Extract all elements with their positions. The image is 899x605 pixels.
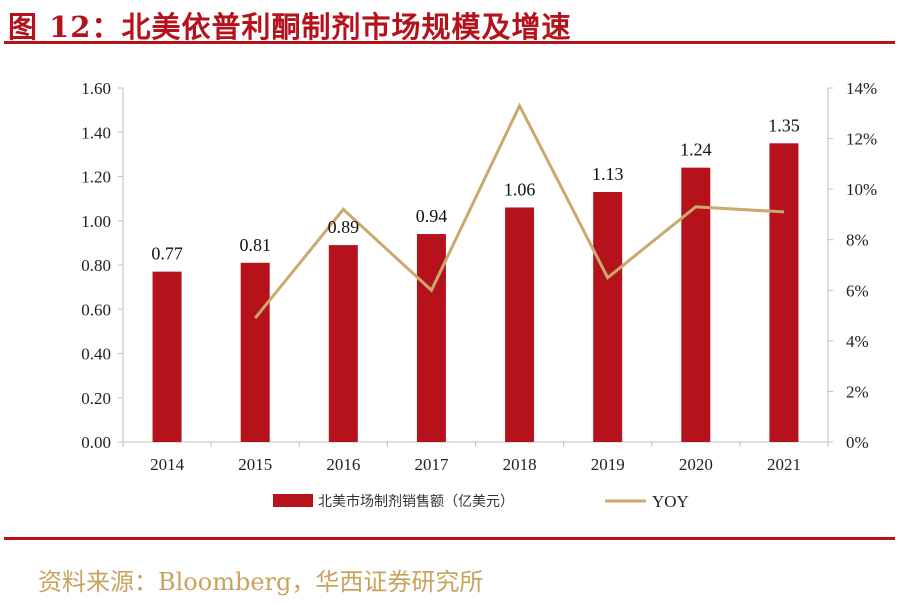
y-tick-label: 1.20 xyxy=(81,168,111,187)
x-tick-label: 2020 xyxy=(679,455,713,474)
x-tick-label: 2016 xyxy=(326,455,360,474)
y2-tick-label: 4% xyxy=(846,332,869,351)
x-tick-label: 2021 xyxy=(767,455,801,474)
line-series xyxy=(254,102,785,320)
title-divider xyxy=(4,41,895,44)
legend: 北美市场制剂销售额（亿美元） YOY xyxy=(273,492,689,511)
bar xyxy=(505,207,535,442)
x-tick-label: 2017 xyxy=(414,455,449,474)
bar-data-label: 1.06 xyxy=(504,179,536,199)
source-note: 资料来源：Bloomberg，华西证券研究所 xyxy=(38,568,484,596)
bar xyxy=(240,262,270,442)
bar xyxy=(416,234,446,442)
bar xyxy=(328,245,358,442)
y2-tick-label: 2% xyxy=(846,382,869,401)
x-tick-label: 2019 xyxy=(591,455,625,474)
bar-data-label: 1.35 xyxy=(768,115,800,135)
y-tick-label: 0.40 xyxy=(81,345,111,364)
bar-data-label: 1.24 xyxy=(680,140,712,160)
legend-label-bar: 北美市场制剂销售额（亿美元） xyxy=(318,493,514,510)
bar-data-label: 0.89 xyxy=(328,217,360,237)
legend-swatch-bar xyxy=(273,494,313,507)
x-tick-label: 2014 xyxy=(150,455,185,474)
y2-tick-label: 0% xyxy=(846,433,869,452)
y2-tick-label: 12% xyxy=(846,130,877,149)
y-tick-label: 0.20 xyxy=(81,389,111,408)
y-tick-label: 1.00 xyxy=(81,212,111,231)
axes: 0.00 0.20 0.40 0.60 0.80 1.00 1.20 1.40 1.60 0% 2%… xyxy=(81,79,877,474)
y2-tick-label: 10% xyxy=(846,180,877,199)
bar-series xyxy=(152,143,799,442)
y-tick-label: 1.60 xyxy=(81,79,111,98)
y-tick-label: 0.00 xyxy=(81,433,111,452)
bar-data-label: 1.13 xyxy=(592,164,624,184)
data-labels: 0.77 0.81 0.89 0.94 1.06 1.13 1.24 1.35 xyxy=(151,115,799,263)
combo-chart: 0.00 0.20 0.40 0.60 0.80 1.00 1.20 1.40 1.60 0% 2%… xyxy=(81,79,877,511)
bar xyxy=(152,271,182,442)
bar xyxy=(593,191,623,442)
bar-data-label: 0.77 xyxy=(151,244,183,264)
y2-tick-label: 14% xyxy=(846,79,877,98)
bar xyxy=(769,143,799,442)
y2-tick-label: 8% xyxy=(846,231,869,250)
y2-tick-label: 6% xyxy=(846,281,869,300)
x-tick-label: 2015 xyxy=(238,455,272,474)
y-tick-label: 1.40 xyxy=(81,123,111,142)
bar-data-label: 0.94 xyxy=(416,206,448,226)
footer-divider xyxy=(4,537,895,540)
figure-title: 图 12：北美依普利酮制剂市场规模及增速 xyxy=(8,10,572,44)
bar-data-label: 0.81 xyxy=(239,235,271,255)
y-tick-label: 0.80 xyxy=(81,256,111,275)
y-tick-label: 0.60 xyxy=(81,300,111,319)
legend-label-line: YOY xyxy=(652,492,689,511)
x-tick-label: 2018 xyxy=(503,455,537,474)
